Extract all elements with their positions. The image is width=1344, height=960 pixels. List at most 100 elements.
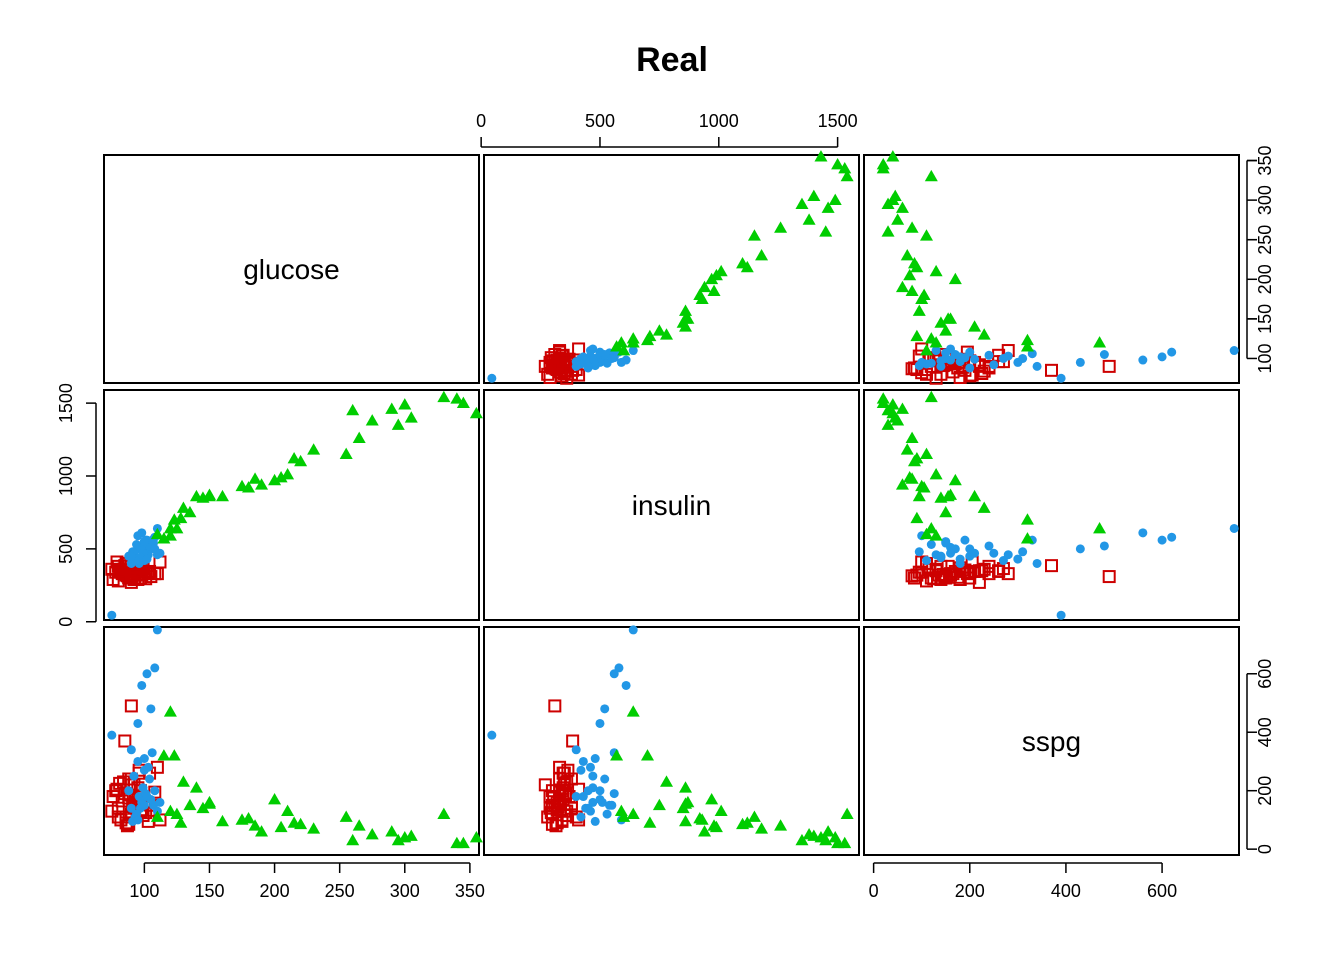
point-group3-25 bbox=[881, 418, 895, 430]
point-group3-30 bbox=[698, 825, 712, 837]
point-group3-16 bbox=[352, 431, 366, 443]
point-group3-33 bbox=[274, 820, 288, 833]
tick-label-right-sspg-600: 600 bbox=[1255, 659, 1275, 689]
point-group2-27 bbox=[133, 531, 143, 541]
point-group2-0 bbox=[1056, 373, 1066, 383]
point-group3-6 bbox=[924, 521, 938, 534]
point-group3-3 bbox=[176, 501, 190, 513]
point-group1-39 bbox=[557, 776, 571, 790]
point-group3-14 bbox=[307, 443, 321, 455]
point-group1-46 bbox=[543, 370, 557, 384]
point-group1-43 bbox=[557, 354, 571, 368]
point-group2-4 bbox=[1099, 541, 1109, 551]
point-group3-24 bbox=[456, 396, 470, 408]
point-group1-41 bbox=[1045, 559, 1058, 573]
point-group3-22 bbox=[838, 161, 852, 174]
point-group3-27 bbox=[929, 529, 943, 541]
point-group3-31 bbox=[736, 256, 750, 269]
point-group3-8 bbox=[679, 304, 693, 316]
point-group2-6 bbox=[142, 669, 152, 679]
point-group3-12 bbox=[281, 804, 295, 817]
tick-label-bottom-glucose-150: 150 bbox=[194, 881, 224, 901]
point-group3-3 bbox=[977, 328, 991, 340]
point-group1-45 bbox=[124, 575, 138, 589]
point-group1-46 bbox=[953, 572, 967, 586]
point-group2-9 bbox=[1075, 357, 1085, 367]
point-group2-23 bbox=[576, 359, 586, 369]
tick-label-right-sspg-400: 400 bbox=[1255, 717, 1275, 747]
point-group2-0 bbox=[487, 730, 497, 740]
point-group3-34 bbox=[202, 797, 216, 809]
point-group3-18 bbox=[895, 402, 909, 414]
tick-label-top-insulin-500: 500 bbox=[585, 111, 615, 131]
tick-label-right-glucose-350: 350 bbox=[1255, 146, 1275, 176]
point-group2-24 bbox=[590, 361, 600, 371]
point-group3-31 bbox=[294, 454, 308, 467]
point-group3-35 bbox=[643, 816, 657, 828]
point-group3-24 bbox=[831, 836, 845, 849]
point-group2-21 bbox=[931, 346, 941, 356]
tick-label-top-insulin-0: 0 bbox=[476, 111, 486, 131]
point-group3-28 bbox=[939, 505, 953, 518]
point-group3-20 bbox=[404, 411, 418, 423]
point-group3-7 bbox=[934, 316, 948, 328]
tick-label-right-glucose-150: 150 bbox=[1255, 304, 1275, 334]
point-group2-13 bbox=[143, 762, 153, 772]
point-group3-4 bbox=[968, 489, 982, 502]
point-group3-1 bbox=[157, 749, 171, 761]
point-group2-1 bbox=[1032, 558, 1042, 568]
point-group2-9 bbox=[133, 718, 143, 728]
panel-frame-insulin-sspg bbox=[863, 389, 1240, 621]
point-group3-14 bbox=[900, 443, 914, 455]
point-group2-10 bbox=[129, 771, 139, 781]
point-group2-32 bbox=[936, 361, 946, 371]
point-group3-33 bbox=[274, 470, 288, 483]
point-group3-4 bbox=[679, 781, 693, 793]
point-group3-0 bbox=[163, 705, 177, 717]
tick-label-right-glucose-300: 300 bbox=[1255, 185, 1275, 215]
point-group2-18 bbox=[609, 789, 619, 799]
point-group3-19 bbox=[398, 398, 412, 410]
point-group2-5 bbox=[1167, 532, 1177, 542]
panel-insulin-vs-glucose bbox=[105, 390, 483, 620]
point-group3-27 bbox=[163, 529, 177, 541]
point-group3-8 bbox=[215, 489, 229, 502]
tick-label-right-sspg-200: 200 bbox=[1255, 776, 1275, 806]
point-group2-17 bbox=[926, 539, 936, 549]
point-group2-5 bbox=[150, 663, 160, 673]
point-group3-12 bbox=[929, 468, 943, 480]
point-group3-3 bbox=[176, 775, 190, 787]
point-group1-29 bbox=[927, 572, 941, 586]
point-group2-7 bbox=[1138, 355, 1148, 365]
point-group2-3 bbox=[1018, 547, 1028, 557]
panel-glucose-vs-sspg bbox=[876, 150, 1239, 385]
point-group2-30 bbox=[946, 548, 956, 558]
point-group1-43 bbox=[929, 564, 943, 578]
point-group3-35 bbox=[910, 329, 924, 342]
point-group3-10 bbox=[248, 472, 262, 484]
point-group3-1 bbox=[1020, 340, 1034, 352]
point-group1-46 bbox=[953, 370, 967, 384]
point-group2-29 bbox=[595, 347, 605, 357]
panel-frame-sspg-glucose bbox=[103, 626, 480, 856]
point-group3-15 bbox=[747, 810, 761, 822]
point-group2-1 bbox=[571, 745, 581, 755]
point-group2-27 bbox=[917, 357, 927, 367]
point-group3-34 bbox=[941, 312, 955, 324]
point-group3-26 bbox=[881, 225, 895, 237]
point-group2-25 bbox=[600, 774, 610, 784]
point-group3-18 bbox=[385, 825, 399, 837]
point-group3-18 bbox=[821, 201, 835, 213]
point-group2-31 bbox=[578, 352, 588, 362]
point-group3-26 bbox=[346, 403, 360, 416]
point-group2-10 bbox=[989, 360, 999, 370]
point-group2-23 bbox=[922, 556, 931, 566]
point-group2-28 bbox=[139, 800, 149, 810]
point-group3-3 bbox=[977, 501, 991, 513]
point-group3-27 bbox=[614, 336, 628, 348]
point-group3-29 bbox=[617, 344, 631, 356]
point-group3-31 bbox=[907, 256, 921, 269]
point-group3-25 bbox=[795, 197, 809, 209]
point-group3-3 bbox=[660, 328, 674, 340]
point-group3-8 bbox=[215, 814, 229, 827]
